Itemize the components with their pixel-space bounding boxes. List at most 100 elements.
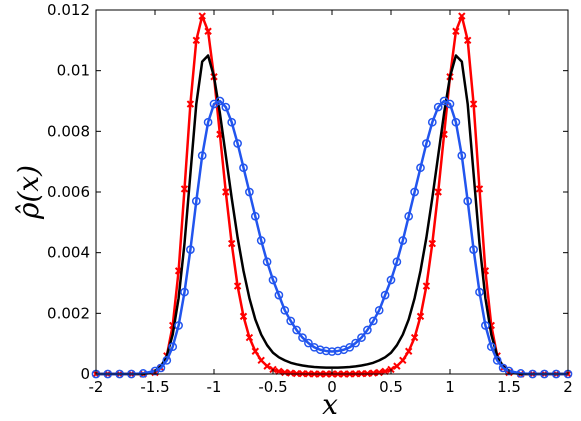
series-point-3 — [351, 338, 360, 348]
series-point-1 — [192, 36, 201, 45]
series-point-3 — [463, 196, 473, 206]
series-point-3 — [368, 316, 378, 326]
series-point-1 — [416, 312, 425, 321]
series-point-3 — [262, 257, 272, 267]
series-point-1 — [434, 188, 442, 196]
x-tick-label: 0.5 — [379, 378, 403, 396]
series-point-1 — [286, 369, 295, 377]
plot-area — [96, 10, 568, 374]
series-point-3 — [233, 139, 242, 148]
series-point-3 — [268, 275, 278, 285]
series-point-3 — [398, 236, 408, 245]
series-point-3 — [422, 139, 431, 148]
series-point-1 — [452, 27, 460, 35]
series-point-3 — [451, 117, 461, 127]
series-point-3 — [315, 345, 325, 355]
series-point-3 — [274, 290, 284, 300]
y-tick-label: 0.006 — [47, 183, 90, 201]
series-point-1 — [469, 100, 478, 108]
series-point-3 — [486, 342, 496, 352]
series-point-3 — [162, 356, 172, 365]
series-point-3 — [469, 245, 478, 254]
series-point-3 — [345, 342, 355, 352]
series-point-3 — [492, 356, 502, 365]
x-tick-label: 1.5 — [497, 378, 521, 396]
series-point-3 — [197, 151, 207, 160]
series-point-3 — [156, 363, 166, 373]
series-point-3 — [333, 346, 343, 356]
series-point-1 — [458, 12, 466, 20]
series-point-3 — [363, 325, 372, 335]
y-tick-label: 0.012 — [47, 1, 90, 19]
series-point-3 — [298, 333, 307, 342]
x-tick-label: 2 — [563, 378, 573, 396]
series-point-3 — [286, 316, 296, 326]
y-tick-label: 0 — [80, 365, 90, 383]
series-point-1 — [463, 36, 472, 45]
series-point-3 — [250, 211, 260, 221]
series-point-1 — [198, 12, 206, 20]
series-point-3 — [191, 196, 201, 206]
series-point-1 — [404, 347, 413, 355]
y-tick-label: 0.002 — [47, 304, 90, 322]
series-point-1 — [410, 333, 419, 342]
series-point-3 — [380, 290, 390, 300]
series-point-3 — [416, 163, 425, 173]
series-point-1 — [233, 282, 242, 290]
series-point-1 — [263, 362, 271, 370]
x-tick-label: -0.5 — [258, 378, 287, 396]
series-point-3 — [404, 211, 414, 221]
series-point-1 — [475, 185, 484, 193]
series-line-2 — [96, 54, 568, 376]
series-point-3 — [221, 102, 231, 112]
series-point-1 — [222, 188, 230, 196]
series-point-3 — [410, 187, 419, 197]
x-tick-label: 0 — [327, 378, 337, 396]
series-point-1 — [393, 362, 401, 370]
y-axis-label: ρ̂(x) — [12, 165, 45, 220]
series-point-3 — [321, 346, 331, 356]
series-point-3 — [433, 102, 443, 112]
y-tick-label: 0.008 — [47, 122, 90, 140]
y-tick-label: 0.004 — [47, 244, 90, 262]
series-point-3 — [239, 163, 248, 173]
series-point-3 — [445, 99, 455, 109]
series-point-1 — [381, 367, 389, 375]
y-tick-label: 0.01 — [57, 62, 90, 80]
series-point-3 — [357, 333, 366, 342]
series-point-3 — [392, 257, 402, 267]
series-point-3 — [374, 305, 384, 315]
series-point-1 — [369, 369, 378, 377]
series-point-1 — [245, 333, 254, 342]
series-point-3 — [504, 366, 514, 376]
series-point-3 — [427, 117, 437, 127]
x-tick-label: -1 — [207, 378, 222, 396]
series-line-3 — [96, 99, 568, 376]
series-point-1 — [180, 185, 189, 193]
x-tick-label: 1 — [445, 378, 455, 396]
series-point-3 — [245, 187, 254, 197]
series-point-1 — [186, 100, 195, 108]
series-point-1 — [399, 356, 407, 365]
series-point-3 — [475, 287, 484, 297]
series-point-3 — [186, 245, 195, 254]
series-point-3 — [481, 321, 490, 330]
series-point-3 — [215, 96, 225, 106]
series-layer — [91, 12, 573, 379]
series-point-1 — [422, 282, 431, 290]
series-point-3 — [516, 369, 526, 378]
ticks-layer: -2 -1.5 -1 -0.5 0 0.5 1 1.5 2 0 0.002 0.004 0.006 0.0… — [47, 1, 573, 396]
series-point-3 — [168, 342, 178, 352]
series-point-3 — [327, 347, 337, 356]
series-point-3 — [227, 117, 237, 127]
series-point-3 — [138, 369, 148, 378]
series-point-1 — [257, 356, 265, 365]
x-tick-label: -2 — [89, 378, 104, 396]
series-point-1 — [227, 239, 236, 248]
series-point-3 — [256, 236, 266, 245]
x-tick-label: -1.5 — [140, 378, 169, 396]
series-point-3 — [457, 151, 467, 160]
series-point-1 — [275, 367, 283, 375]
series-point-1 — [251, 347, 260, 355]
